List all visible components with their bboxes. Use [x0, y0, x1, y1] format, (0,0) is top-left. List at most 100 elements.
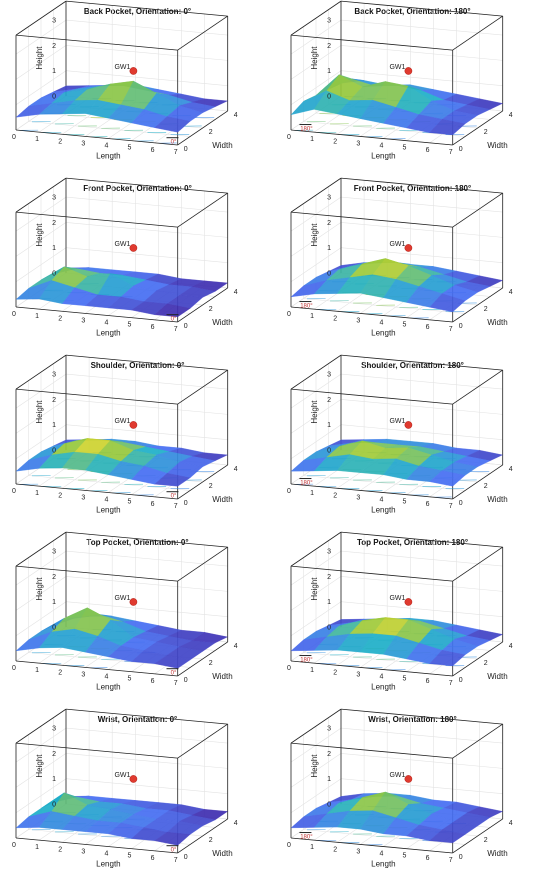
- x-tick-label: 5: [128, 676, 132, 683]
- chart-title: Back Pocket, Orientation: 180°: [354, 7, 470, 16]
- x-tick-label: 5: [403, 499, 407, 506]
- surface-patch: [429, 293, 466, 313]
- surface-patch: [154, 655, 191, 669]
- box-edge: [65, 708, 228, 725]
- x-axis-label: Length: [96, 506, 120, 515]
- z-tick-label: 0: [327, 448, 331, 455]
- grid-line: [65, 222, 228, 238]
- chart-panel-wrist-180: Wrist, Orientation: 180° GW1 180° 0 1 2 3 Heigh…: [275, 708, 550, 885]
- z-tick-label: 2: [52, 220, 56, 227]
- box-edge: [340, 708, 503, 725]
- x-tick-label: 6: [151, 147, 155, 154]
- box-edge: [452, 818, 503, 854]
- box-edge: [15, 708, 67, 744]
- chart-svg: Front Pocket, Orientation: 180° GW1 180° 0 1…: [287, 177, 513, 338]
- surface-patch: [429, 650, 466, 667]
- gw1-label: GW1: [114, 64, 130, 71]
- box-edge: [15, 306, 178, 323]
- surface-patch: [154, 303, 191, 318]
- orientation-label: 0°: [171, 140, 177, 146]
- box-edge: [290, 0, 342, 36]
- gw1-label: GW1: [114, 418, 130, 425]
- chart-title: Shoulder, Orientation: 0°: [91, 361, 185, 370]
- chart-title: Wrist, Orientation: 0°: [98, 715, 178, 724]
- box-edge: [177, 287, 228, 323]
- orientation-label: 180°: [300, 835, 313, 841]
- x-tick-label: 4: [379, 320, 383, 327]
- grid-line: [340, 70, 503, 86]
- x-tick-label: 7: [449, 857, 453, 864]
- z-tick-label: 3: [327, 726, 331, 733]
- grid-line: [65, 247, 228, 263]
- x-tick-label: 1: [35, 844, 39, 851]
- box-edge: [452, 287, 503, 323]
- z-tick-label: 2: [52, 43, 56, 50]
- x-tick-label: 4: [104, 143, 108, 150]
- x-tick-label: 1: [310, 667, 314, 674]
- grid-line: [65, 70, 228, 86]
- box-edge: [452, 464, 503, 500]
- chart-panel-front-pocket-180: Front Pocket, Orientation: 180° GW1 180° 0 1…: [275, 177, 550, 354]
- y-tick-label: 0: [184, 146, 188, 153]
- x-tick-label: 0: [287, 311, 291, 318]
- x-tick-label: 6: [426, 147, 430, 154]
- z-tick-label: 3: [52, 372, 56, 379]
- y-axis-label: Width: [212, 672, 232, 681]
- x-tick-label: 2: [333, 315, 337, 322]
- y-tick-label: 4: [234, 643, 238, 650]
- x-tick-label: 7: [449, 149, 453, 156]
- x-tick-label: 3: [81, 317, 85, 324]
- orientation-label: 180°: [300, 304, 313, 310]
- grid-line: [340, 601, 503, 617]
- surface-patch: [154, 116, 191, 133]
- box-edge: [290, 742, 453, 759]
- y-axis-label: Width: [487, 849, 507, 858]
- box-edge: [65, 531, 228, 548]
- box-edge: [15, 34, 178, 51]
- y-tick-label: 4: [234, 112, 238, 119]
- grid-line: [340, 45, 503, 61]
- box-edge: [340, 354, 503, 371]
- x-tick-label: 5: [128, 499, 132, 506]
- box-edge: [65, 354, 228, 371]
- grid-line: [340, 222, 503, 238]
- box-edge: [452, 369, 503, 405]
- y-axis-label: Width: [487, 495, 507, 504]
- x-tick-label: 6: [426, 678, 430, 685]
- box-edge: [290, 483, 453, 500]
- chart-panel-top-pocket-0: Top Pocket, Orientation: 0° GW1 0° 0 1 2 3 Heig…: [0, 531, 275, 708]
- x-tick-label: 3: [356, 317, 360, 324]
- z-tick-label: 2: [327, 43, 331, 50]
- chart-title: Top Pocket, Orientation: 0°: [86, 538, 188, 547]
- chart-panel-back-pocket-0: Back Pocket, Orientation: 0° GW1 0° 0 1 2 3 Hei…: [0, 0, 275, 177]
- x-tick-label: 1: [35, 667, 39, 674]
- box-edge: [177, 818, 228, 854]
- x-tick-label: 3: [356, 494, 360, 501]
- box-edge: [290, 306, 453, 323]
- box-edge: [290, 129, 453, 146]
- y-axis-label: Width: [212, 141, 232, 150]
- z-tick-label: 0: [52, 802, 56, 809]
- x-tick-label: 2: [333, 138, 337, 145]
- x-tick-label: 6: [426, 324, 430, 331]
- box-edge: [290, 531, 342, 567]
- y-tick-label: 2: [484, 306, 488, 313]
- gw1-label: GW1: [114, 772, 130, 779]
- z-tick-label: 1: [327, 599, 331, 606]
- z-tick-label: 3: [52, 18, 56, 25]
- z-tick-label: 2: [52, 574, 56, 581]
- y-axis-label: Width: [487, 318, 507, 327]
- orientation-label: 0°: [171, 494, 177, 500]
- x-tick-label: 1: [35, 136, 39, 143]
- x-tick-label: 3: [81, 494, 85, 501]
- y-tick-label: 4: [509, 289, 513, 296]
- x-tick-label: 0: [12, 665, 16, 672]
- gw1-marker: [404, 67, 413, 75]
- z-tick-label: 3: [327, 372, 331, 379]
- x-tick-label: 0: [287, 134, 291, 141]
- x-tick-label: 3: [356, 848, 360, 855]
- x-tick-label: 1: [310, 844, 314, 851]
- x-tick-label: 5: [128, 145, 132, 152]
- x-tick-label: 3: [356, 671, 360, 678]
